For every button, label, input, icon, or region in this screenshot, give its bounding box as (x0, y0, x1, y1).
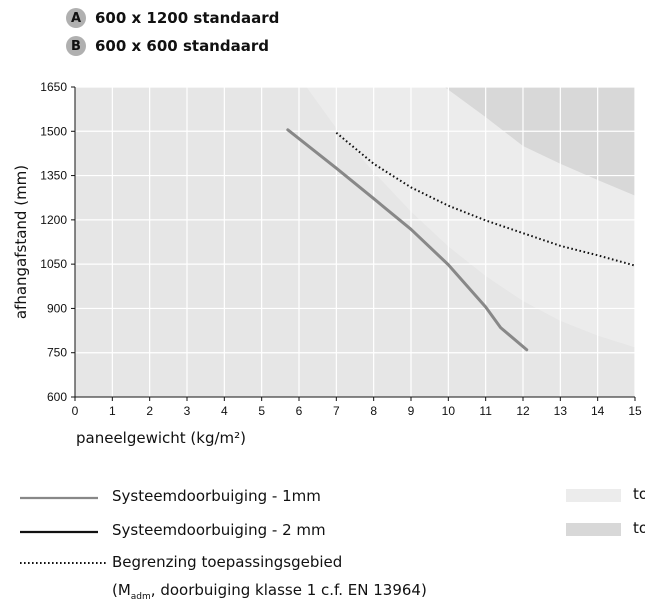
option-b-row: B 600 x 600 standaard (66, 36, 269, 56)
legend-note-m: (M (112, 581, 131, 599)
legend-line-dotted (20, 562, 108, 564)
region-label-light: to (633, 485, 645, 503)
legend-label-note: (Madm, doorbuiging klasse 1 c.f. EN 1396… (112, 581, 427, 602)
x-tick-label-2: 2 (146, 404, 153, 418)
region-swatch-dark (566, 523, 621, 536)
x-tick-label-14: 14 (591, 404, 605, 418)
region-swatch-light (566, 489, 621, 502)
x-tick-label-11: 11 (479, 404, 492, 418)
legend-label-1mm: Systeemdoorbuiging - 1mm (112, 487, 321, 505)
x-tick-label-12: 12 (516, 404, 530, 418)
x-tick-label-13: 13 (554, 404, 568, 418)
option-b-badge: B (66, 36, 86, 56)
y-tick-label-600: 600 (47, 390, 67, 404)
legend-label-2mm: Systeemdoorbuiging - 2 mm (112, 521, 326, 539)
x-tick-label-7: 7 (333, 404, 340, 418)
series-line-deflection-1mm (286, 128, 529, 352)
series-line-limit (335, 131, 635, 267)
x-tick-label-1: 1 (109, 404, 116, 418)
legend-note-sub: adm (130, 592, 151, 602)
option-a-badge: A (66, 8, 86, 28)
option-a-row: A 600 x 1200 standaard (66, 8, 279, 28)
x-tick-label-5: 5 (258, 404, 265, 418)
y-tick-label-1350: 1350 (40, 169, 67, 183)
option-b-label: 600 x 600 standaard (95, 37, 269, 55)
x-tick-label-9: 9 (408, 404, 415, 418)
region-label-dark: to (633, 519, 645, 537)
x-tick-label-0: 0 (72, 404, 79, 418)
x-axis-label: paneelgewicht (kg/m²) (76, 429, 246, 447)
x-tick-label-8: 8 (370, 404, 377, 418)
x-tick-label-3: 3 (184, 404, 191, 418)
x-tick-label-15: 15 (628, 404, 642, 418)
y-tick-label-1500: 1500 (40, 124, 67, 138)
legend-label-limit: Begrenzing toepassingsgebied (112, 553, 343, 571)
chart: 0 1 2 3 4 5 6 7 8 9 10 11 12 13 14 15600750900105012001… (12, 80, 642, 447)
region-dark (444, 87, 635, 196)
y-tick-label-1650: 1650 (40, 80, 67, 94)
x-tick-label-4: 4 (221, 404, 228, 418)
legend-note-rest: , doorbuiging klasse 1 c.f. EN 13964) (150, 581, 427, 599)
option-a-label: 600 x 1200 standaard (95, 9, 280, 27)
legend-line-grey (20, 496, 98, 500)
x-tick-label-6: 6 (296, 404, 303, 418)
y-tick-label-900: 900 (47, 301, 67, 315)
legend-line-black (20, 530, 98, 534)
x-tick-label-10: 10 (442, 404, 456, 418)
y-tick-label-750: 750 (47, 346, 67, 360)
y-tick-label-1050: 1050 (40, 257, 67, 271)
y-tick-label-1200: 1200 (40, 213, 67, 227)
y-axis-label: afhangafstand (mm) (12, 165, 30, 319)
